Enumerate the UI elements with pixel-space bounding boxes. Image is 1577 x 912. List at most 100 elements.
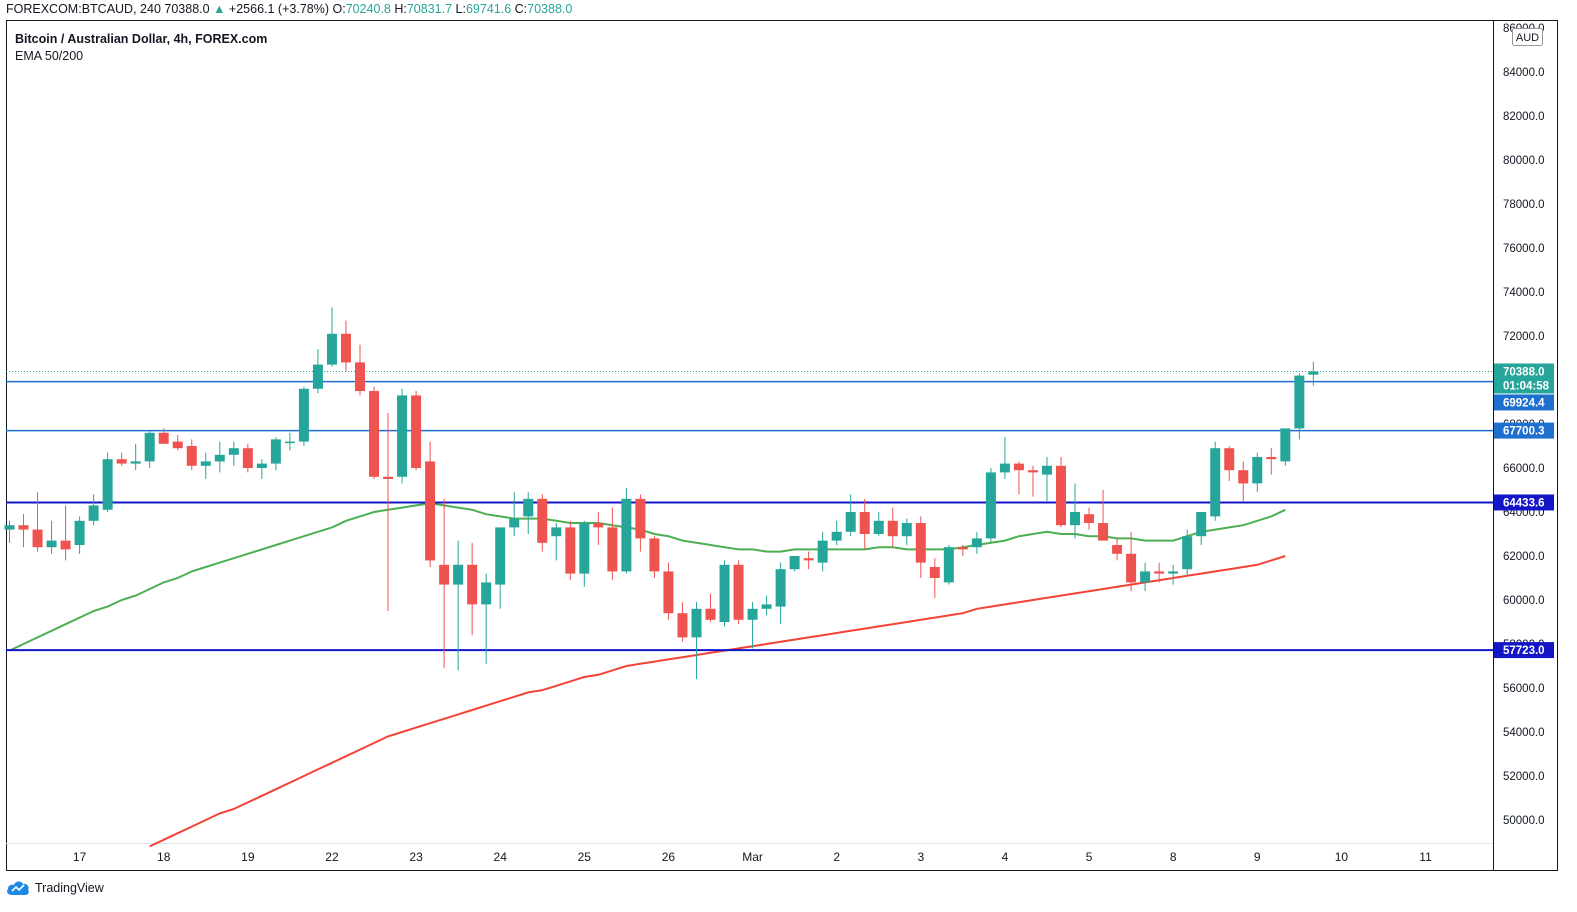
candle[interactable] (60, 505, 71, 561)
candle[interactable] (467, 542, 478, 636)
candle[interactable] (775, 562, 786, 625)
candle[interactable] (256, 459, 267, 479)
candle[interactable] (439, 498, 450, 669)
candle[interactable] (88, 494, 99, 526)
interval-value[interactable]: 240 (140, 2, 161, 16)
candle[interactable] (509, 492, 520, 537)
candle[interactable] (1013, 461, 1024, 495)
candle[interactable] (523, 492, 534, 534)
candle[interactable] (1308, 361, 1319, 386)
candle[interactable] (1098, 490, 1109, 541)
candle[interactable] (719, 560, 730, 627)
candle[interactable] (1154, 562, 1165, 583)
candle[interactable] (943, 545, 954, 585)
candle[interactable] (74, 516, 85, 554)
candle[interactable] (1027, 465, 1038, 497)
candle[interactable] (971, 531, 982, 554)
candle[interactable] (1210, 441, 1221, 521)
candle[interactable] (705, 593, 716, 622)
candle[interactable] (999, 437, 1010, 479)
candle[interactable] (985, 468, 996, 543)
candle[interactable] (1238, 461, 1249, 501)
candle[interactable] (1252, 452, 1263, 493)
candle[interactable] (355, 344, 365, 396)
candle[interactable] (158, 428, 169, 444)
candle[interactable] (228, 441, 239, 466)
candle[interactable] (481, 573, 492, 664)
candle[interactable] (270, 437, 281, 471)
candle[interactable] (32, 492, 43, 552)
candle[interactable] (677, 602, 688, 642)
candle[interactable] (803, 551, 814, 570)
candle[interactable] (901, 518, 912, 545)
candle[interactable] (46, 520, 57, 554)
candle[interactable] (1196, 512, 1207, 545)
ema200-line[interactable] (149, 555, 1286, 848)
candle[interactable] (859, 498, 870, 550)
candle[interactable] (593, 512, 604, 545)
candle[interactable] (761, 595, 772, 616)
candle[interactable] (186, 439, 197, 471)
ema50-line[interactable] (9, 502, 1286, 652)
candle[interactable] (453, 540, 464, 671)
candle[interactable] (1168, 564, 1179, 585)
candle[interactable] (915, 516, 926, 578)
candle[interactable] (649, 536, 660, 578)
candle[interactable] (172, 435, 183, 451)
candle[interactable] (411, 391, 422, 471)
candle[interactable] (383, 413, 394, 611)
currency-badge[interactable]: AUD (1512, 28, 1543, 46)
candle[interactable] (1182, 529, 1193, 576)
candle[interactable] (747, 602, 758, 649)
candle[interactable] (1140, 562, 1151, 592)
candle[interactable] (200, 452, 211, 479)
tradingview-logo[interactable]: TradingView (6, 878, 104, 898)
candle[interactable] (130, 443, 141, 471)
candle[interactable] (957, 545, 968, 556)
candle[interactable] (312, 349, 323, 394)
candle[interactable] (1070, 483, 1081, 539)
candle[interactable] (284, 432, 295, 451)
candle[interactable] (1280, 428, 1291, 466)
candle[interactable] (144, 430, 155, 468)
candle[interactable] (1112, 538, 1123, 561)
candle[interactable] (1294, 373, 1305, 440)
candle[interactable] (214, 441, 225, 473)
candle[interactable] (242, 443, 253, 473)
candle[interactable] (733, 560, 744, 625)
candle[interactable] (551, 523, 562, 561)
time-axis[interactable]: 17 18 19 22 23 24 25 26 Mar 2 3 4 5 8 9 10 11 (73, 850, 1432, 864)
candle[interactable] (691, 602, 702, 680)
candle[interactable] (1266, 448, 1277, 475)
candle[interactable] (607, 507, 618, 581)
candle[interactable] (4, 520, 15, 543)
candle[interactable] (397, 388, 408, 484)
candle[interactable] (1056, 457, 1066, 528)
candle[interactable] (663, 562, 674, 620)
indicator-label[interactable]: EMA 50/200 (15, 49, 84, 63)
candle[interactable] (887, 507, 898, 548)
candle[interactable] (18, 514, 29, 548)
candle[interactable] (340, 320, 351, 372)
candle[interactable] (929, 558, 940, 598)
candle[interactable] (789, 556, 800, 572)
candle[interactable] (621, 487, 632, 574)
candle[interactable] (845, 494, 856, 537)
candle[interactable] (116, 452, 127, 466)
candle[interactable] (369, 386, 380, 479)
candle[interactable] (817, 531, 828, 572)
candle[interactable] (1084, 507, 1095, 530)
candle[interactable] (102, 452, 113, 512)
candle[interactable] (873, 512, 884, 537)
candle[interactable] (831, 520, 842, 545)
candle[interactable] (537, 494, 548, 552)
symbol-name[interactable]: FOREXCOM:BTCAUD (6, 2, 134, 16)
candle[interactable] (298, 386, 309, 446)
candle[interactable] (579, 520, 590, 587)
candle[interactable] (495, 527, 506, 609)
candle[interactable] (635, 494, 646, 552)
candle[interactable] (1126, 531, 1137, 592)
candle[interactable] (1224, 446, 1235, 482)
candle[interactable] (1041, 457, 1052, 501)
